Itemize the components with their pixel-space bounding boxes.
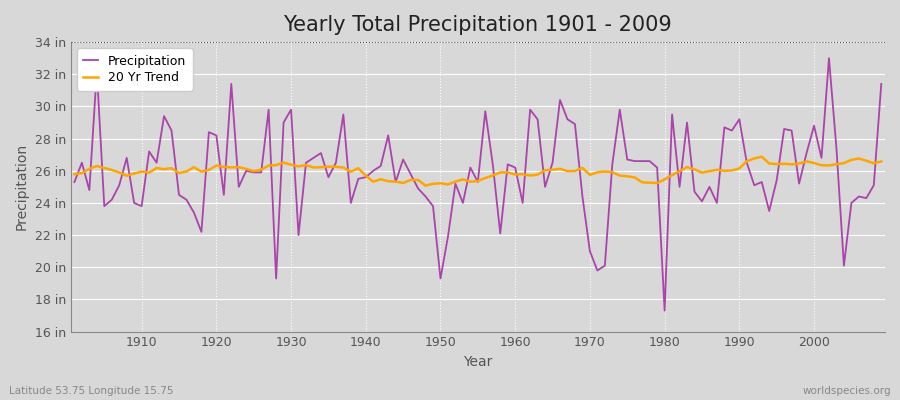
Line: 20 Yr Trend: 20 Yr Trend (75, 157, 881, 186)
Precipitation (338, 112, 349, 117)
Legend: Precipitation, 20 Yr Trend: Precipitation, 20 Yr Trend (76, 48, 193, 91)
20 Yr Trend (509, 172, 520, 177)
20 Yr Trend (607, 170, 617, 174)
Text: worldspecies.org: worldspecies.org (803, 386, 891, 396)
Precipitation (599, 263, 610, 268)
Y-axis label: Precipitation: Precipitation (15, 143, 29, 230)
Text: Latitude 53.75 Longitude 15.75: Latitude 53.75 Longitude 15.75 (9, 386, 174, 396)
20 Yr Trend (129, 171, 140, 176)
Precipitation (293, 233, 304, 238)
Precipitation (69, 180, 80, 184)
20 Yr Trend (69, 172, 80, 176)
Precipitation (876, 82, 886, 86)
Precipitation (509, 165, 520, 170)
20 Yr Trend (518, 172, 528, 176)
Precipitation (129, 200, 140, 205)
20 Yr Trend (876, 159, 886, 164)
Precipitation (502, 162, 513, 167)
20 Yr Trend (293, 164, 304, 169)
20 Yr Trend (338, 165, 349, 170)
20 Yr Trend (756, 154, 767, 159)
X-axis label: Year: Year (464, 355, 492, 369)
Precipitation (659, 308, 670, 313)
20 Yr Trend (420, 183, 431, 188)
Precipitation (824, 56, 834, 60)
Line: Precipitation: Precipitation (75, 58, 881, 311)
Title: Yearly Total Precipitation 1901 - 2009: Yearly Total Precipitation 1901 - 2009 (284, 15, 672, 35)
